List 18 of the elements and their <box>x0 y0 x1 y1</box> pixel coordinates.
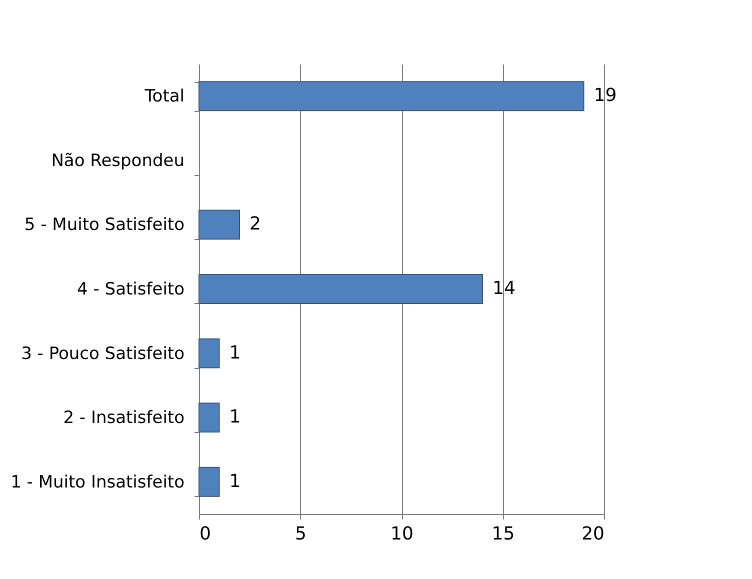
y-tick-label: 5 - Muito Satisfeito <box>24 215 184 236</box>
y-tick-label: 1 - Muito Insatisfeito <box>10 472 184 492</box>
x-tick-label: 15 <box>492 524 515 544</box>
y-tick-label: 4 - Satisfeito <box>77 280 184 300</box>
y-tick-label: Não Respondeu <box>51 150 184 171</box>
data-label: 1 <box>229 470 241 492</box>
data-label: 1 <box>229 406 241 428</box>
x-tick-label: 20 <box>582 524 604 544</box>
y-tick-label: 3 - Pouco Satisfeito <box>21 344 184 364</box>
x-tick-label: 0 <box>200 524 211 544</box>
y-tick-label: 2 - Insatisfeito <box>63 408 184 428</box>
y-tick-label: Total <box>144 86 184 107</box>
data-label: 2 <box>250 214 261 235</box>
data-label: 19 <box>594 85 617 106</box>
data-label: 14 <box>492 278 516 299</box>
data-label: 1 <box>229 342 241 364</box>
x-tick-label: 5 <box>295 524 306 544</box>
x-tick-label: 10 <box>390 524 414 544</box>
